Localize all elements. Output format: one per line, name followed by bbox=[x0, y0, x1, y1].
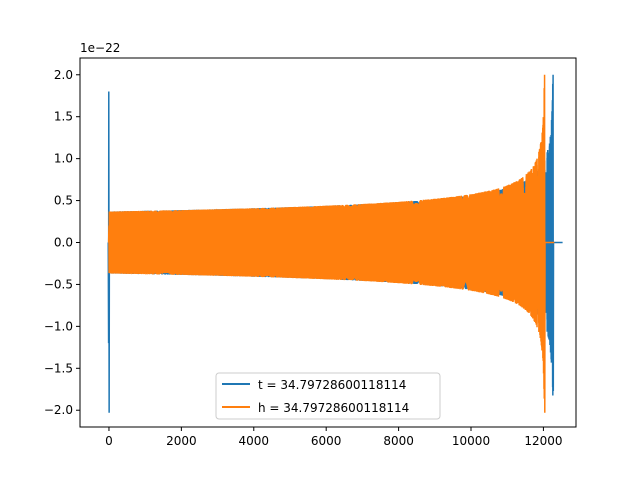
y-tick-label: 0.5 bbox=[54, 194, 73, 208]
x-tick-label: 12000 bbox=[524, 434, 562, 448]
x-tick-label: 2000 bbox=[166, 434, 197, 448]
x-tick-label: 10000 bbox=[452, 434, 490, 448]
y-offset-label: 1e−22 bbox=[80, 41, 120, 55]
x-tick-label: 6000 bbox=[311, 434, 342, 448]
y-tick-label: 2.0 bbox=[54, 68, 73, 82]
y-tick-label: −0.5 bbox=[44, 277, 73, 291]
y-tick-label: −1.5 bbox=[44, 361, 73, 375]
series-line-h bbox=[107, 74, 555, 413]
y-tick-label: −1.0 bbox=[44, 319, 73, 333]
x-axis: 0 2000 4000 6000 8000 10000 12000 bbox=[105, 427, 563, 448]
legend-label-h: h = 34.79728600118114 bbox=[258, 401, 409, 415]
series-layer bbox=[107, 74, 563, 413]
legend: t = 34.79728600118114 h = 34.79728600118… bbox=[215, 372, 441, 420]
y-tick-label: −2.0 bbox=[44, 403, 73, 417]
x-tick-label: 4000 bbox=[239, 434, 270, 448]
y-axis: −2.0 −1.5 −1.0 −0.5 0.0 0.5 1.0 1.5 2.0 bbox=[44, 68, 80, 417]
y-tick-label: 1.5 bbox=[54, 110, 73, 124]
y-tick-label: 0.0 bbox=[54, 236, 73, 250]
legend-box bbox=[215, 372, 441, 420]
y-tick-label: 1.0 bbox=[54, 152, 73, 166]
x-tick-label: 0 bbox=[105, 434, 113, 448]
x-tick-label: 8000 bbox=[383, 434, 414, 448]
legend-label-t: t = 34.79728600118114 bbox=[258, 378, 406, 392]
